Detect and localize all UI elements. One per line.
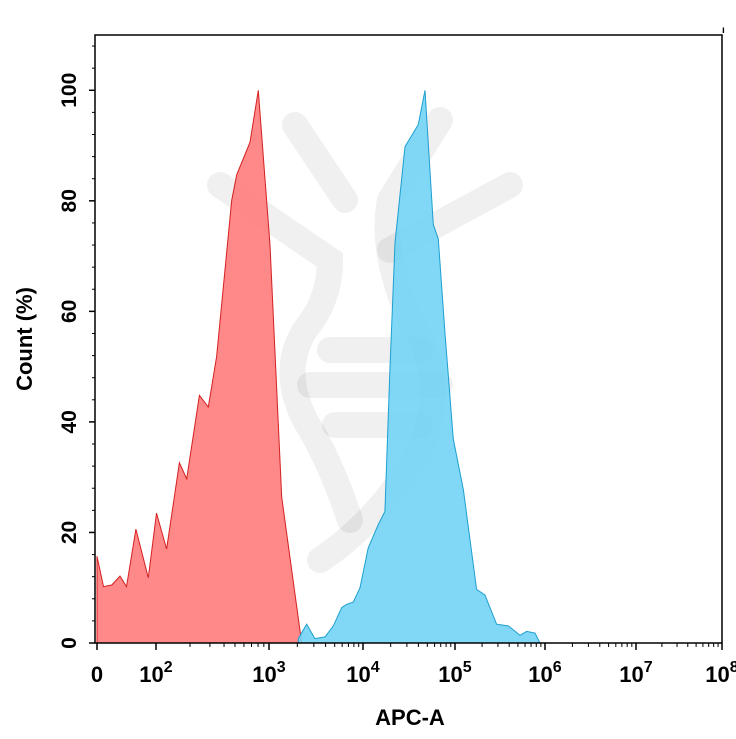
x-tick-base: 10 [346, 662, 370, 687]
x-tick-label: 106 [528, 659, 561, 687]
x-tick-exponent: 8 [730, 659, 736, 676]
x-tick-label: 107 [619, 659, 652, 687]
y-tick-label: 100 [58, 73, 81, 108]
y-tick-label: 80 [58, 189, 81, 212]
x-tick-exponent: 4 [371, 659, 380, 676]
x-tick-label: 105 [438, 659, 471, 687]
x-tick-exponent: 2 [164, 659, 173, 676]
y-tick-label: 20 [58, 521, 81, 544]
x-tick-label: 104 [346, 659, 379, 687]
x-tick-base: 10 [528, 662, 552, 687]
y-tick-label: 40 [58, 410, 81, 433]
histogram-series-1 [297, 90, 541, 644]
x-tick-base: 0 [91, 662, 103, 687]
y-tick-label: 60 [58, 300, 81, 323]
x-tick-base: 10 [619, 662, 643, 687]
x-tick-base: 10 [705, 662, 729, 687]
x-tick-exponent: 3 [277, 659, 286, 676]
x-tick-label: 102 [139, 659, 172, 687]
x-tick-exponent: 5 [463, 659, 472, 676]
x-tick-base: 10 [139, 662, 163, 687]
x-tick-exponent: 6 [553, 659, 562, 676]
y-tick-label: 0 [58, 637, 81, 649]
x-tick-base: 10 [252, 662, 276, 687]
histogram-series-0 [96, 90, 303, 644]
x-axis-label: APC-A [375, 705, 445, 730]
y-axis-label: Count (%) [12, 287, 37, 391]
top-right-marker: ı [722, 25, 725, 36]
x-tick-label: 108 [705, 659, 736, 687]
x-tick-label: 103 [252, 659, 285, 687]
x-tick-base: 10 [438, 662, 462, 687]
plot-frame [94, 34, 723, 644]
x-tick-label: 0 [91, 662, 103, 687]
x-tick-exponent: 7 [644, 659, 653, 676]
